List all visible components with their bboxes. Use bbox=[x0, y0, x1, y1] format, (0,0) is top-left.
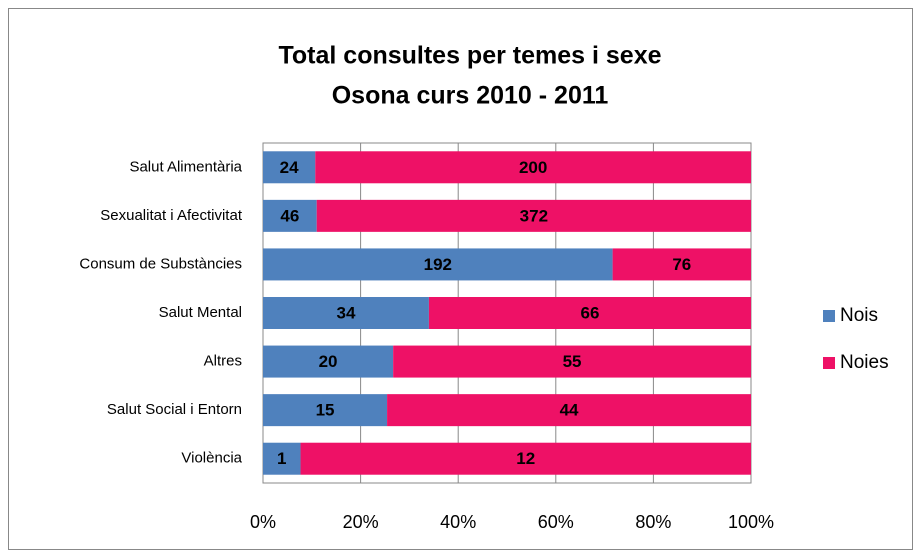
data-label: 44 bbox=[560, 401, 579, 420]
y-tick-label: Salut Alimentària bbox=[129, 158, 242, 175]
y-tick-label: Salut Social i Entorn bbox=[107, 401, 242, 418]
x-tick-label: 0% bbox=[250, 512, 276, 532]
bar-segment bbox=[263, 394, 388, 427]
data-label: 15 bbox=[316, 401, 335, 420]
bar-segment bbox=[263, 442, 301, 475]
data-label: 66 bbox=[580, 303, 599, 322]
data-label: 20 bbox=[319, 352, 338, 371]
y-tick-label: Sexualitat i Afectivitat bbox=[100, 207, 243, 224]
x-tick-label: 80% bbox=[635, 512, 671, 532]
x-tick-label: 20% bbox=[343, 512, 379, 532]
y-tick-label: Consum de Substàncies bbox=[79, 255, 242, 272]
bar-segment bbox=[316, 199, 751, 232]
bar-segment bbox=[300, 442, 751, 475]
data-label: 200 bbox=[519, 158, 547, 177]
bar-segment bbox=[263, 151, 316, 184]
bar-segment bbox=[393, 345, 751, 378]
data-label: 192 bbox=[424, 255, 452, 274]
data-label: 372 bbox=[520, 206, 548, 225]
data-label: 55 bbox=[563, 352, 582, 371]
legend-swatch bbox=[823, 357, 835, 369]
bar-segment bbox=[263, 248, 613, 281]
data-label: 1 bbox=[277, 449, 286, 468]
x-tick-label: 100% bbox=[728, 512, 774, 532]
x-tick-label: 40% bbox=[440, 512, 476, 532]
y-tick-label: Violència bbox=[181, 450, 242, 467]
legend-label: Noies bbox=[840, 352, 889, 373]
bar-segment bbox=[263, 297, 429, 329]
bar-segment bbox=[315, 151, 751, 184]
data-label: 12 bbox=[516, 449, 535, 468]
legend-label: Nois bbox=[840, 305, 878, 326]
data-label: 34 bbox=[336, 303, 355, 322]
chart-title: Total consultes per temes i sexe bbox=[278, 42, 661, 70]
bar-segment bbox=[387, 394, 751, 427]
legend-swatch bbox=[823, 310, 835, 322]
y-tick-label: Altres bbox=[204, 353, 242, 370]
data-label: 24 bbox=[280, 158, 299, 177]
chart-subtitle: Osona curs 2010 - 2011 bbox=[332, 82, 609, 110]
data-label: 46 bbox=[280, 206, 299, 225]
x-tick-label: 60% bbox=[538, 512, 574, 532]
bar-segment bbox=[263, 345, 394, 378]
bar-segment bbox=[263, 199, 317, 232]
data-label: 76 bbox=[672, 255, 691, 274]
bar-segment bbox=[612, 248, 751, 281]
y-tick-label: Salut Mental bbox=[159, 304, 242, 321]
bar-segment bbox=[428, 297, 751, 329]
